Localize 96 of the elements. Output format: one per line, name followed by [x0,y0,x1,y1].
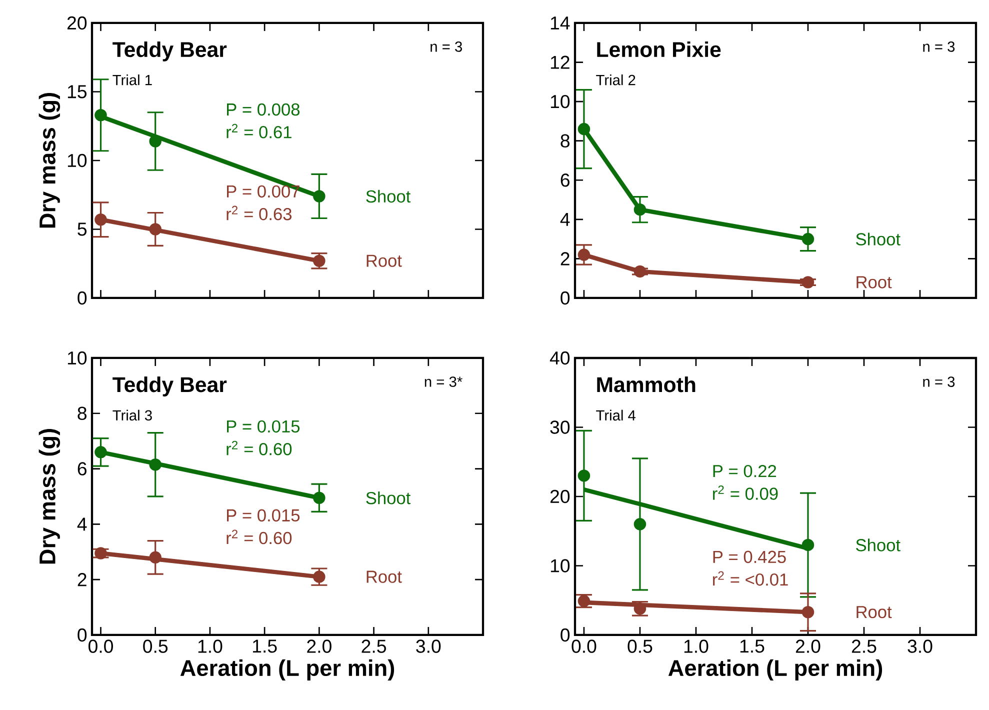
x-tick-label: 1.0 [684,640,708,653]
point [94,446,107,458]
x-tick-label: 1.5 [253,640,277,653]
point [94,547,107,560]
annotation: n = 3* [424,376,462,387]
y-tick-label: 6 [78,462,86,476]
text: Trial 1 [112,74,152,86]
x-tick-label: 2.0 [796,640,820,653]
point [634,518,646,530]
x-tick-label: 1.0 [198,640,222,653]
y-tick-label: 10 [68,154,87,168]
annotation: n = 3 [923,41,955,52]
x-tick-label: 3.0 [908,640,932,653]
annotation: r$^{2}$ = 0.61 [226,124,292,138]
point [802,606,814,618]
point [149,551,162,564]
point [313,492,326,504]
point [149,223,162,236]
text: Root [366,570,402,583]
x-tick-label: 0.5 [143,640,168,653]
y-tick-label: 5 [78,222,87,236]
y-tick-label: 10 [550,94,570,108]
y-tick-label: 10 [68,351,87,365]
text: Root [856,606,892,618]
annotation: P = 0.425 [713,550,786,564]
point [578,248,590,261]
text: Lemon Pixie [597,41,721,58]
y-tick-label: 8 [78,406,86,420]
annotation: P = 0.015 [227,509,300,522]
y-tick-label: 0 [560,628,570,642]
text: Teddy Bear [112,376,227,396]
y-axis-title: Dry mass (g) [38,93,60,228]
point [802,538,814,552]
text: Teddy Bear [112,41,227,62]
y-tick-label: 20 [67,16,87,30]
point [634,203,646,216]
annotation: r$^{2}$ = 0.60 [226,530,292,544]
annotation: r$^{2}$ = 0.63 [226,206,292,220]
x-tick-label: 3.0 [416,640,441,653]
point [313,570,326,583]
x-tick-label: 2.0 [307,640,332,653]
y-tick-label: 10 [550,559,570,572]
x-tick-label: 0.0 [572,640,596,653]
text: Mammoth [597,376,696,392]
annotation: n = 3 [430,41,462,52]
y-tick-label: 2 [560,252,570,266]
annotation: P = 0.22 [713,464,776,478]
y-axis-title: Dry mass (g) [38,429,60,564]
y-tick-label: 8 [560,134,570,148]
text: Trial 2 [596,74,636,86]
x-axis-title: Aeration (L per min) [180,659,394,681]
text: Shoot [856,538,900,552]
text: Trial 3 [112,410,152,421]
y-tick-label: 12 [550,56,570,69]
y-tick-label: 14 [550,16,570,30]
annotation: r$^{2}$ = 0.60 [226,440,292,456]
y-tick-label: 6 [560,174,570,187]
x-tick-label: 2.5 [362,640,386,653]
y-tick-label: 15 [68,85,87,98]
text: Trial 4 [596,410,636,421]
point [578,594,590,608]
x-tick-label: 1.5 [740,640,764,653]
y-tick-label: 4 [560,213,570,226]
point [802,276,814,288]
x-tick-label: 0.5 [628,640,652,653]
point [149,458,162,471]
text: Root [856,276,892,288]
annotation: r$^{2}$ = <0.01 [713,571,788,586]
y-tick-label: 4 [77,518,87,531]
y-tick-label: 2 [78,573,86,586]
annotation: P = 0.007 [227,185,300,198]
y-tick-label: 40 [550,351,570,365]
text: Shoot [366,190,411,203]
point [313,190,326,202]
point [313,254,326,267]
annotation: r$^{2}$ = 0.09 [713,485,778,500]
annotation: P = 0.015 [227,420,300,433]
y-tick-label: 30 [550,420,570,434]
text: Shoot [366,492,411,504]
annotation: P = 0.008 [227,103,300,116]
point [578,470,590,482]
y-tick-label: 0 [78,628,87,642]
point [94,213,107,226]
point [578,122,590,136]
point [634,265,646,278]
text: Shoot [856,232,900,246]
y-tick-label: 20 [550,490,570,504]
point [802,232,814,246]
x-tick-label: 0.0 [88,640,113,653]
point [94,108,107,122]
y-tick-label: 0 [560,291,570,305]
x-tick-label: 2.5 [852,640,876,653]
y-tick-label: 0 [78,291,87,305]
x-axis-title: Aeration (L per min) [668,659,882,681]
text: Root [366,254,402,267]
annotation: n = 3 [923,376,955,387]
